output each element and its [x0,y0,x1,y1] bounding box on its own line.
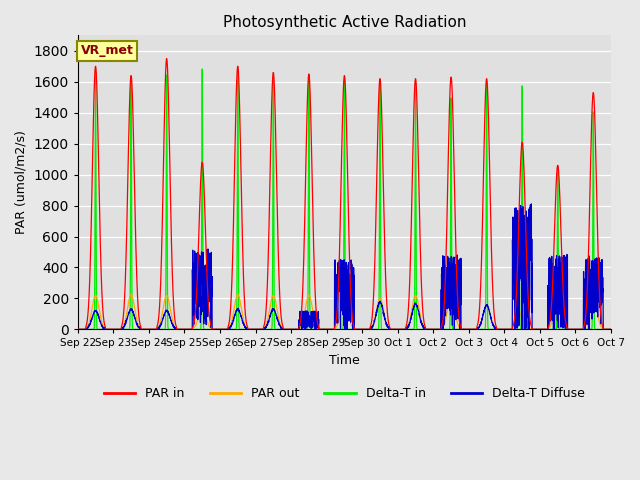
Y-axis label: PAR (umol/m2/s): PAR (umol/m2/s) [15,131,28,234]
Title: Photosynthetic Active Radiation: Photosynthetic Active Radiation [223,15,466,30]
Text: VR_met: VR_met [81,45,133,58]
X-axis label: Time: Time [329,354,360,367]
Legend: PAR in, PAR out, Delta-T in, Delta-T Diffuse: PAR in, PAR out, Delta-T in, Delta-T Dif… [99,383,589,406]
